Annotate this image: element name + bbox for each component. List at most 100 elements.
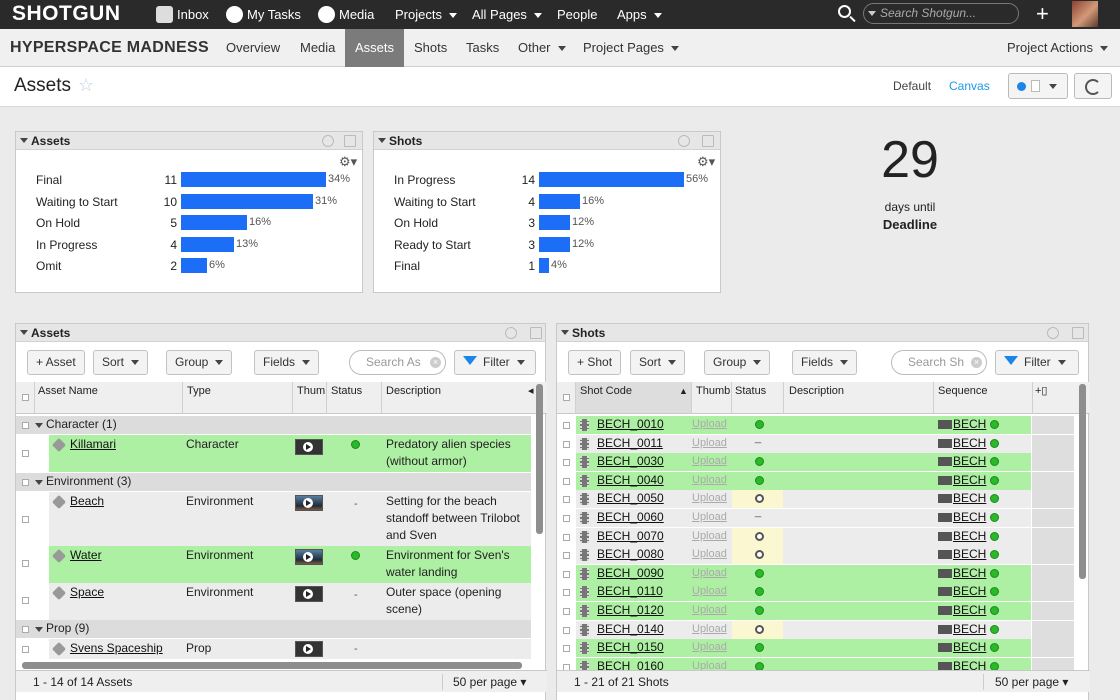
upload-thumbnail-link[interactable]: Upload bbox=[692, 623, 727, 635]
sequence-cell[interactable]: BECH bbox=[938, 472, 999, 489]
asset-name-link[interactable]: Beach bbox=[70, 494, 105, 508]
upload-thumbnail-link[interactable]: Upload bbox=[692, 437, 727, 449]
table-row[interactable]: BECH_0040 Upload BECH bbox=[576, 472, 1074, 490]
shot-code-link[interactable]: BECH_0070 bbox=[597, 529, 664, 543]
row-checkbox[interactable] bbox=[563, 627, 570, 634]
col-asset-name[interactable]: Asset Name bbox=[38, 385, 98, 397]
bar[interactable] bbox=[181, 258, 207, 273]
refresh-button[interactable] bbox=[1074, 73, 1112, 99]
upload-thumbnail-link[interactable]: Upload bbox=[692, 455, 727, 467]
thumbnail[interactable] bbox=[295, 495, 323, 511]
bar-row[interactable]: In Progress 14 56% bbox=[374, 172, 714, 189]
add-icon[interactable]: + bbox=[1036, 1, 1049, 26]
col-status[interactable]: Status bbox=[735, 385, 767, 397]
group-button[interactable]: Group bbox=[704, 350, 771, 375]
sequence-link[interactable]: BECH bbox=[953, 603, 987, 617]
group-row[interactable]: Environment (3) bbox=[16, 473, 531, 491]
table-row[interactable]: BECH_0150 Upload BECH bbox=[576, 639, 1074, 657]
group-button[interactable]: Group bbox=[166, 350, 233, 375]
thumbnail[interactable] bbox=[295, 586, 323, 602]
status-dot-icon[interactable] bbox=[755, 606, 764, 615]
sequence-link[interactable]: BECH bbox=[953, 584, 987, 598]
upload-thumbnail-link[interactable]: Upload bbox=[692, 567, 727, 579]
bar-row[interactable]: Waiting to Start 4 16% bbox=[374, 193, 714, 211]
shot-code-link[interactable]: BECH_0060 bbox=[597, 510, 664, 524]
upload-thumbnail-link[interactable]: Upload bbox=[692, 604, 727, 616]
vertical-scrollbar[interactable] bbox=[536, 384, 543, 534]
table-row[interactable]: Svens Spaceship Prop - bbox=[49, 639, 531, 659]
shot-code-link[interactable]: BECH_0030 bbox=[597, 454, 664, 468]
asset-name-link[interactable]: Space bbox=[70, 585, 105, 599]
row-checkbox[interactable] bbox=[563, 534, 570, 541]
nav-my-tasks[interactable]: My Tasks bbox=[226, 0, 301, 29]
sequence-cell[interactable]: BECH bbox=[938, 490, 999, 507]
status-open-icon[interactable] bbox=[755, 550, 764, 559]
clear-icon[interactable]: × bbox=[430, 357, 441, 368]
row-checkbox[interactable] bbox=[563, 608, 570, 615]
shot-code-link[interactable]: BECH_0010 bbox=[597, 417, 664, 431]
tab-assets[interactable]: Assets bbox=[345, 29, 405, 67]
refresh-icon[interactable] bbox=[1047, 327, 1059, 339]
row-checkbox[interactable] bbox=[563, 515, 570, 522]
bar[interactable] bbox=[181, 172, 326, 187]
row-checkbox[interactable] bbox=[563, 478, 570, 485]
search-icon[interactable] bbox=[838, 5, 851, 18]
bar-row[interactable]: Ready to Start 3 12% bbox=[374, 236, 714, 254]
shot-code-link[interactable]: BECH_0080 bbox=[597, 547, 664, 561]
row-checkbox[interactable] bbox=[563, 441, 570, 448]
upload-thumbnail-link[interactable]: Upload bbox=[692, 585, 727, 597]
collapse-icon[interactable] bbox=[35, 480, 43, 485]
tab-media[interactable]: Media bbox=[300, 40, 336, 55]
upload-thumbnail-link[interactable]: Upload bbox=[692, 492, 727, 504]
sequence-cell[interactable]: BECH bbox=[938, 453, 999, 470]
collapse-icon[interactable] bbox=[20, 330, 28, 335]
row-checkbox[interactable] bbox=[22, 450, 29, 457]
collapse-icon[interactable] bbox=[561, 330, 569, 335]
maximize-icon[interactable] bbox=[702, 135, 714, 147]
bar-row[interactable]: In Progress 4 13% bbox=[16, 236, 356, 254]
sequence-link[interactable]: BECH bbox=[953, 436, 987, 450]
shot-code-link[interactable]: BECH_0150 bbox=[597, 640, 664, 654]
add-column-icon[interactable]: +▯ bbox=[1035, 385, 1048, 397]
row-checkbox[interactable] bbox=[22, 626, 29, 633]
add-shot-button[interactable]: + Shot bbox=[568, 350, 622, 375]
row-checkbox[interactable] bbox=[22, 479, 29, 486]
status-empty[interactable]: - bbox=[354, 589, 358, 601]
thumbnail[interactable] bbox=[295, 549, 323, 565]
bar-row[interactable]: On Hold 3 12% bbox=[374, 215, 714, 232]
tab-shots[interactable]: Shots bbox=[414, 40, 448, 55]
maximize-icon[interactable] bbox=[344, 135, 356, 147]
upload-thumbnail-link[interactable]: Upload bbox=[692, 530, 727, 542]
nav-media[interactable]: Media bbox=[318, 0, 374, 29]
select-all-checkbox[interactable] bbox=[563, 394, 570, 401]
bar-row[interactable]: Omit 2 6% bbox=[16, 258, 356, 275]
col-sequence[interactable]: Sequence bbox=[938, 385, 988, 397]
shot-code-link[interactable]: BECH_0011 bbox=[597, 436, 663, 450]
table-row[interactable]: BECH_0120 Upload BECH bbox=[576, 602, 1074, 620]
status-empty[interactable]: _ bbox=[755, 432, 762, 444]
table-row[interactable]: BECH_0140 Upload BECH bbox=[576, 621, 1074, 639]
sort-button[interactable]: Sort bbox=[630, 350, 686, 375]
row-checkbox[interactable] bbox=[22, 560, 29, 567]
row-checkbox[interactable] bbox=[563, 422, 570, 429]
sequence-link[interactable]: BECH bbox=[953, 529, 987, 543]
sequence-cell[interactable]: BECH bbox=[938, 621, 999, 638]
status-dot-icon[interactable] bbox=[755, 643, 764, 652]
sequence-cell[interactable]: BECH bbox=[938, 509, 999, 526]
tab-overview[interactable]: Overview bbox=[226, 40, 281, 55]
table-row[interactable]: Space Environment - Outer space (opening… bbox=[49, 583, 531, 620]
bar[interactable] bbox=[539, 258, 549, 273]
row-checkbox[interactable] bbox=[563, 496, 570, 503]
table-row[interactable]: BECH_0060 Upload _ BECH bbox=[576, 506, 1074, 527]
refresh-icon[interactable] bbox=[505, 327, 517, 339]
nav-projects[interactable]: Projects bbox=[395, 0, 457, 29]
table-row[interactable]: BECH_0090 Upload BECH bbox=[576, 565, 1074, 583]
horizontal-scrollbar[interactable] bbox=[22, 662, 522, 669]
row-checkbox[interactable] bbox=[22, 646, 29, 653]
collapse-icon[interactable] bbox=[20, 138, 28, 143]
bar[interactable] bbox=[539, 236, 570, 252]
bar[interactable] bbox=[539, 215, 570, 230]
row-checkbox[interactable] bbox=[563, 571, 570, 578]
project-actions-menu[interactable]: Project Actions bbox=[1007, 29, 1108, 67]
filter-button[interactable]: Filter bbox=[995, 350, 1079, 375]
